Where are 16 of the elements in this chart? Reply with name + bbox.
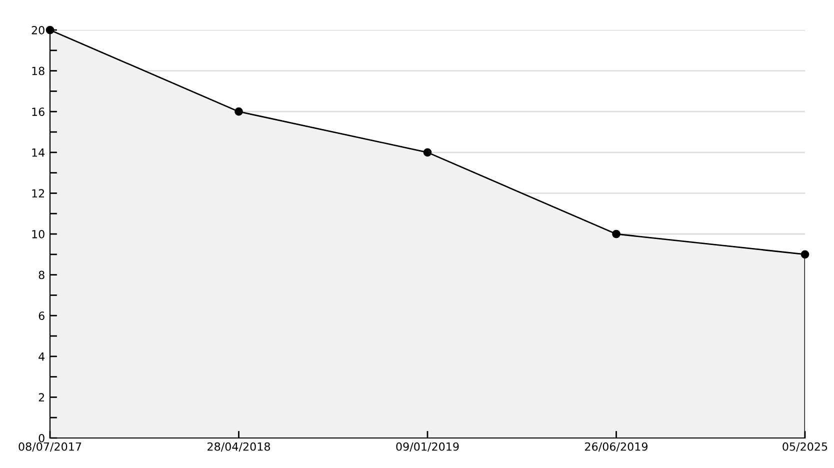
y-tick-label: 8	[38, 270, 44, 280]
x-tick-label: 26/06/2019	[585, 442, 648, 452]
y-tick-label: 16	[32, 108, 44, 116]
x-tick-label: 05/2025	[782, 442, 828, 452]
x-tick-label: 08/07/2017	[18, 442, 82, 452]
y-tick-label: 10	[32, 230, 44, 238]
x-tick-label: 28/04/2018	[208, 442, 270, 452]
y-tick-label: 6	[38, 312, 44, 320]
y-tick-label: 14	[32, 148, 45, 157]
y-tick-label: 2	[38, 393, 44, 402]
x-tick-label: 09/01/2019	[396, 442, 459, 452]
y-tick-label: 18	[32, 66, 44, 76]
y-tick-label: 0	[38, 434, 44, 442]
y-tick-label: 20	[32, 26, 44, 34]
y-tick-label: 4	[38, 352, 45, 361]
y-tick-label: 12	[32, 189, 44, 198]
